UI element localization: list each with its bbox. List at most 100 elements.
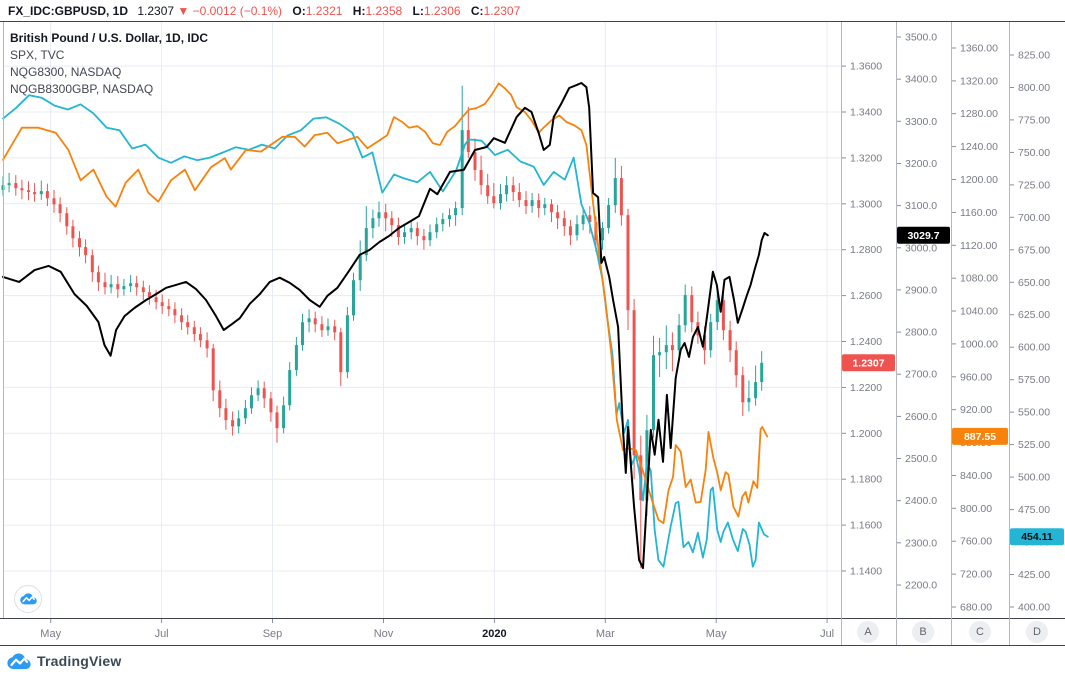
svg-text:1320.00: 1320.00 <box>960 75 998 87</box>
svg-text:Nov: Nov <box>374 628 394 640</box>
svg-text:760.00: 760.00 <box>960 536 992 548</box>
close-label: C: <box>470 4 484 18</box>
svg-text:3500.0: 3500.0 <box>905 32 937 44</box>
svg-text:1.2307: 1.2307 <box>852 357 884 369</box>
svg-text:1.2600: 1.2600 <box>850 290 882 302</box>
svg-text:2800.0: 2800.0 <box>905 327 937 339</box>
svg-text:1.3200: 1.3200 <box>850 152 882 164</box>
svg-text:1.3600: 1.3600 <box>850 61 882 73</box>
svg-text:1240.00: 1240.00 <box>960 141 998 153</box>
tradingview-cloud-icon <box>19 593 37 605</box>
svg-text:800.00: 800.00 <box>960 503 992 515</box>
svg-text:887.55: 887.55 <box>964 431 996 443</box>
svg-text:1000.00: 1000.00 <box>960 338 998 350</box>
svg-text:675.00: 675.00 <box>1018 244 1050 256</box>
low-value: 1.2306 <box>423 4 461 18</box>
svg-text:3100.0: 3100.0 <box>905 200 937 212</box>
svg-text:2300.0: 2300.0 <box>905 537 937 549</box>
svg-text:3400.0: 3400.0 <box>905 74 937 86</box>
svg-text:May: May <box>40 628 61 640</box>
svg-text:Mar: Mar <box>596 628 615 640</box>
svg-text:775.00: 775.00 <box>1018 114 1050 126</box>
svg-text:1.2200: 1.2200 <box>850 382 882 394</box>
legend-item-nqgb8300gbp[interactable]: NQGB8300GBP, NASDAQ <box>10 82 154 96</box>
svg-text:454.11: 454.11 <box>1021 531 1053 543</box>
svg-text:600.00: 600.00 <box>1018 342 1050 354</box>
svg-text:3029.7: 3029.7 <box>907 230 939 242</box>
axis-button-c[interactable]: C <box>969 621 991 643</box>
axis-button-b[interactable]: B <box>912 621 934 643</box>
svg-text:720.00: 720.00 <box>960 569 992 581</box>
tradingview-cloud-icon <box>7 653 31 669</box>
open-label: O: <box>292 4 306 18</box>
axis-button-a[interactable]: A <box>857 621 879 643</box>
close-value: 1.2307 <box>483 4 521 18</box>
svg-text:3000.0: 3000.0 <box>905 242 937 254</box>
change-direction-icon: ▼ <box>177 4 190 18</box>
svg-text:500.00: 500.00 <box>1018 472 1050 484</box>
change-value: −0.0012 (−0.1%) <box>192 4 283 18</box>
svg-text:650.00: 650.00 <box>1018 277 1050 289</box>
svg-text:1040.00: 1040.00 <box>960 306 998 318</box>
svg-text:1.1400: 1.1400 <box>850 566 882 578</box>
svg-text:1120.00: 1120.00 <box>960 240 997 252</box>
svg-text:725.00: 725.00 <box>1018 179 1050 191</box>
svg-text:750.00: 750.00 <box>1018 147 1050 159</box>
svg-text:525.00: 525.00 <box>1018 439 1050 451</box>
svg-text:840.00: 840.00 <box>960 470 992 482</box>
svg-text:960.00: 960.00 <box>960 371 992 383</box>
tradingview-logo[interactable]: TradingView <box>7 650 121 672</box>
svg-text:2400.0: 2400.0 <box>905 495 937 507</box>
svg-text:1160.00: 1160.00 <box>960 207 997 219</box>
svg-text:Jul: Jul <box>155 628 169 640</box>
last-price: 1.2307 <box>137 4 175 18</box>
svg-text:1.1800: 1.1800 <box>850 474 882 486</box>
svg-text:1080.00: 1080.00 <box>960 273 998 285</box>
svg-text:1360.00: 1360.00 <box>960 43 998 55</box>
svg-text:550.00: 550.00 <box>1018 407 1050 419</box>
open-value: 1.2321 <box>305 4 343 18</box>
svg-text:3200.0: 3200.0 <box>905 158 937 170</box>
svg-text:920.00: 920.00 <box>960 404 992 416</box>
svg-text:2500.0: 2500.0 <box>905 453 937 465</box>
high-label: H: <box>352 4 366 18</box>
chart-legend: British Pound / U.S. Dollar, 1D, IDC SPX… <box>10 30 208 98</box>
svg-text:1.2400: 1.2400 <box>850 336 882 348</box>
legend-item-spx[interactable]: SPX, TVC <box>10 48 65 62</box>
svg-text:1.1600: 1.1600 <box>850 520 882 532</box>
svg-text:700.00: 700.00 <box>1018 212 1050 224</box>
svg-text:May: May <box>706 628 727 640</box>
svg-text:2900.0: 2900.0 <box>905 284 937 296</box>
low-label: L: <box>412 4 424 18</box>
svg-text:1.2800: 1.2800 <box>850 244 882 256</box>
high-value: 1.2358 <box>365 4 403 18</box>
svg-text:425.00: 425.00 <box>1018 569 1050 581</box>
symbol-name[interactable]: FX_IDC:GBPUSD, 1D <box>8 4 129 18</box>
svg-text:825.00: 825.00 <box>1018 50 1050 62</box>
svg-text:3300.0: 3300.0 <box>905 116 937 128</box>
svg-text:2600.0: 2600.0 <box>905 411 937 423</box>
axis-button-d[interactable]: D <box>1026 621 1048 643</box>
svg-text:800.00: 800.00 <box>1018 82 1050 94</box>
svg-text:2700.0: 2700.0 <box>905 369 937 381</box>
legend-item-nqg8300[interactable]: NQG8300, NASDAQ <box>10 65 122 79</box>
svg-text:2020: 2020 <box>482 628 506 640</box>
svg-text:Jul: Jul <box>820 628 834 640</box>
svg-text:2200.0: 2200.0 <box>905 580 937 592</box>
svg-text:1.3000: 1.3000 <box>850 198 882 210</box>
svg-text:1.2000: 1.2000 <box>850 428 882 440</box>
svg-text:680.00: 680.00 <box>960 602 992 614</box>
svg-text:475.00: 475.00 <box>1018 504 1050 516</box>
svg-text:1.3400: 1.3400 <box>850 107 882 119</box>
svg-text:400.00: 400.00 <box>1018 602 1050 614</box>
symbol-info-bar: FX_IDC:GBPUSD, 1D 1.2307 ▼ −0.0012 (−0.1… <box>8 2 520 20</box>
svg-text:575.00: 575.00 <box>1018 374 1050 386</box>
tradingview-watermark-button[interactable] <box>14 585 42 613</box>
brand-name: TradingView <box>37 653 122 669</box>
svg-text:Sep: Sep <box>263 628 283 640</box>
svg-text:625.00: 625.00 <box>1018 309 1050 321</box>
svg-text:1200.00: 1200.00 <box>960 174 998 186</box>
legend-item-gbpusd[interactable]: British Pound / U.S. Dollar, 1D, IDC <box>10 31 209 45</box>
